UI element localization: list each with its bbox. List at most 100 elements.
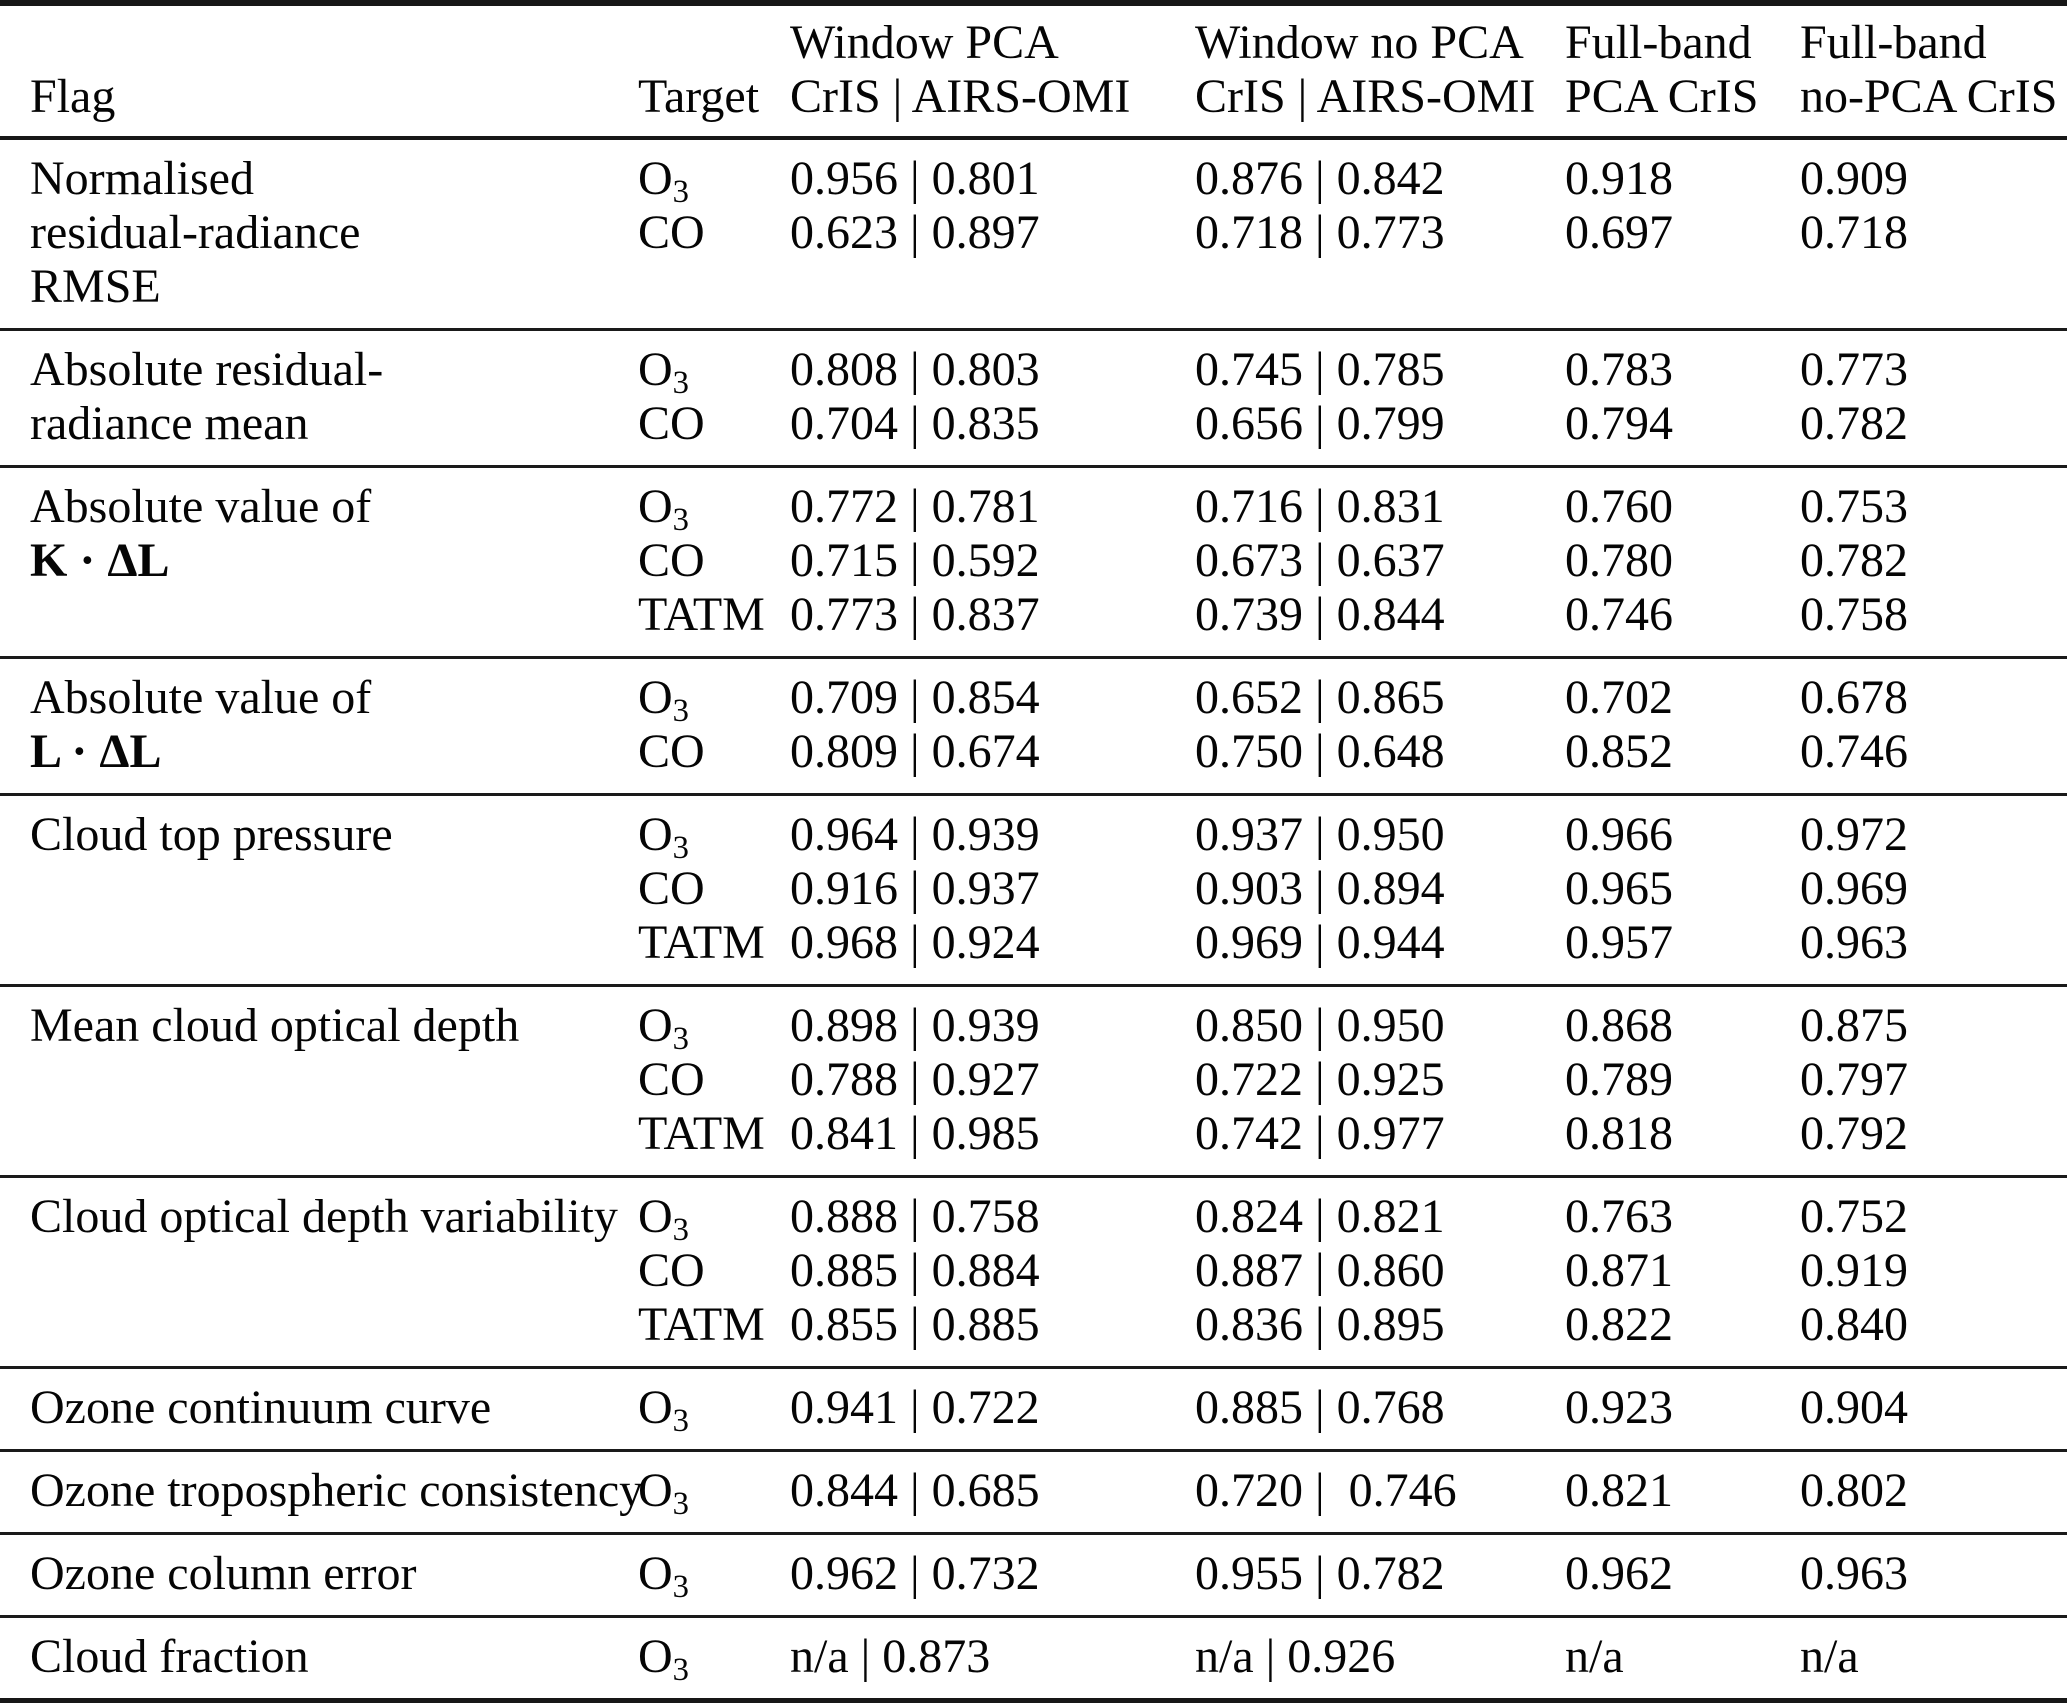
value: 0.742 | 0.977 xyxy=(1195,1107,1445,1160)
flag-cell: Mean cloud optical depth xyxy=(0,986,638,1177)
value: 0.887 | 0.860 xyxy=(1195,1244,1445,1297)
value-cell: 0.844 | 0.685 xyxy=(790,1451,1195,1534)
table-row: Cloud top pressure O3 CO TATM 0.964 | 0.939 0… xyxy=(0,795,2067,986)
value-cell: 0.783 0.794 xyxy=(1565,330,1800,467)
target-label: O3 xyxy=(638,1547,689,1606)
value: 0.885 | 0.884 xyxy=(790,1244,1040,1297)
column-header-fullband_no_pca: Full-band no-PCA CrIS xyxy=(1800,3,2067,138)
value: 0.673 | 0.637 xyxy=(1195,534,1445,587)
target-cell: O3 CO TATM xyxy=(638,467,790,658)
flag-group: Cloud optical depth variability O3 CO TATM 0… xyxy=(0,1176,2067,1368)
flag-group: Ozone continuum curve O3 0.941 | 0.722 0.88… xyxy=(0,1367,2067,1451)
value-cell: 0.876 | 0.842 0.718 | 0.773 xyxy=(1195,138,1565,330)
column-header-window_no_pca: Window no PCA CrIS | AIRS-OMI xyxy=(1195,3,1565,138)
header-line: CrIS | AIRS-OMI xyxy=(790,70,1131,123)
value-cell: 0.964 | 0.939 0.916 | 0.937 0.968 | 0.924 xyxy=(790,795,1195,986)
target-label: CO xyxy=(638,725,705,778)
value: 0.808 | 0.803 xyxy=(790,343,1040,396)
flag-group: Normalised residual-radiance RMSE O3 CO 0.956… xyxy=(0,138,2067,330)
target-label: CO xyxy=(638,534,705,587)
value: 0.746 xyxy=(1565,588,1673,641)
value-cell: 0.972 0.969 0.963 xyxy=(1800,795,2067,986)
value: 0.783 xyxy=(1565,343,1673,396)
header-line: Target xyxy=(638,70,760,123)
flag-cell: Ozone continuum curve xyxy=(0,1368,638,1451)
value-cell: n/a | 0.873 xyxy=(790,1617,1195,1702)
table-header: Flag Target Window PCA CrIS | AIRS-OMI Windo… xyxy=(0,3,2067,138)
flag-line: Cloud optical depth variability xyxy=(30,1190,618,1243)
value: 0.876 | 0.842 xyxy=(1195,152,1445,205)
value: 0.956 | 0.801 xyxy=(790,152,1040,205)
header-line: Flag xyxy=(30,70,116,123)
value: 0.773 xyxy=(1800,343,1908,396)
flag-group: Cloud top pressure O3 CO TATM 0.964 | 0.939 0… xyxy=(0,794,2067,986)
subscript-3: 3 xyxy=(672,1212,689,1249)
value-cell: 0.745 | 0.785 0.656 | 0.799 xyxy=(1195,330,1565,467)
value-cell: 0.868 0.789 0.818 xyxy=(1565,986,1800,1177)
flag-line: K · ΔL xyxy=(30,534,170,587)
value: 0.760 xyxy=(1565,480,1673,533)
value: 0.821 xyxy=(1565,1464,1673,1517)
value-cell: n/a xyxy=(1800,1617,2067,1702)
value: 0.697 xyxy=(1565,206,1673,259)
flag-group: Ozone tropospheric consistency O3 0.844 | … xyxy=(0,1450,2067,1534)
value: 0.850 | 0.950 xyxy=(1195,999,1445,1052)
value: 0.841 | 0.985 xyxy=(790,1107,1040,1160)
target-cell: O3 xyxy=(638,1617,790,1702)
value: 0.788 | 0.927 xyxy=(790,1053,1040,1106)
value: 0.919 xyxy=(1800,1244,1908,1297)
flag-line: Absolute residual- xyxy=(30,343,384,396)
flag-cell: Absolute value of L · ΔL xyxy=(0,658,638,795)
target-label: O3 xyxy=(638,671,689,730)
value-cell: 0.773 0.782 xyxy=(1800,330,2067,467)
target-label: O3 xyxy=(638,808,689,867)
value: 0.903 | 0.894 xyxy=(1195,862,1445,915)
value: 0.937 | 0.950 xyxy=(1195,808,1445,861)
value: 0.840 xyxy=(1800,1298,1908,1351)
flag-line: Ozone tropospheric consistency xyxy=(30,1464,644,1517)
header-row: Flag Target Window PCA CrIS | AIRS-OMI Windo… xyxy=(0,3,2067,138)
value-cell: 0.808 | 0.803 0.704 | 0.835 xyxy=(790,330,1195,467)
value: 0.818 xyxy=(1565,1107,1673,1160)
target-label: O3 xyxy=(638,1464,689,1523)
flag-group: Mean cloud optical depth O3 CO TATM 0.898 | … xyxy=(0,985,2067,1177)
value: 0.871 xyxy=(1565,1244,1673,1297)
value-cell: 0.824 | 0.821 0.887 | 0.860 0.836 | 0.895 xyxy=(1195,1177,1565,1368)
subscript-3: 3 xyxy=(672,365,689,402)
value: 0.965 xyxy=(1565,862,1673,915)
value-cell: 0.821 xyxy=(1565,1451,1800,1534)
value: 0.718 xyxy=(1800,206,1908,259)
value: 0.752 xyxy=(1800,1190,1908,1243)
subscript-3: 3 xyxy=(672,1652,689,1689)
target-cell: O3 CO xyxy=(638,330,790,467)
flag-line: residual-radiance xyxy=(30,206,361,259)
target-label: O3 xyxy=(638,343,689,402)
flag-line: Ozone continuum curve xyxy=(30,1381,492,1434)
value: 0.709 | 0.854 xyxy=(790,671,1040,724)
value: 0.789 xyxy=(1565,1053,1673,1106)
table-row: Mean cloud optical depth O3 CO TATM 0.898 | … xyxy=(0,986,2067,1177)
value-cell: 0.962 xyxy=(1565,1534,1800,1617)
column-header-flag: Flag xyxy=(0,3,638,138)
value-cell: 0.885 | 0.768 xyxy=(1195,1368,1565,1451)
flag-cell: Absolute residual-radiance mean xyxy=(0,330,638,467)
flag-line: Cloud top pressure xyxy=(30,808,393,861)
value: 0.623 | 0.897 xyxy=(790,206,1040,259)
target-label: CO xyxy=(638,1244,705,1297)
target-label: CO xyxy=(638,206,705,259)
flag-line: RMSE xyxy=(30,260,161,313)
value-cell: 0.956 | 0.801 0.623 | 0.897 xyxy=(790,138,1195,330)
value: 0.909 xyxy=(1800,152,1908,205)
flag-line: Normalised xyxy=(30,152,254,205)
flag-line: Ozone column error xyxy=(30,1547,417,1600)
table-row: Ozone tropospheric consistency O3 0.844 | … xyxy=(0,1451,2067,1534)
value: 0.969 xyxy=(1800,862,1908,915)
value: 0.918 xyxy=(1565,152,1673,205)
value: 0.966 xyxy=(1565,808,1673,861)
flag-cell: Ozone column error xyxy=(0,1534,638,1617)
flag-cell: Normalised residual-radiance RMSE xyxy=(0,138,638,330)
value: 0.739 | 0.844 xyxy=(1195,588,1445,641)
column-header-fullband_pca: Full-band PCA CrIS xyxy=(1565,3,1800,138)
